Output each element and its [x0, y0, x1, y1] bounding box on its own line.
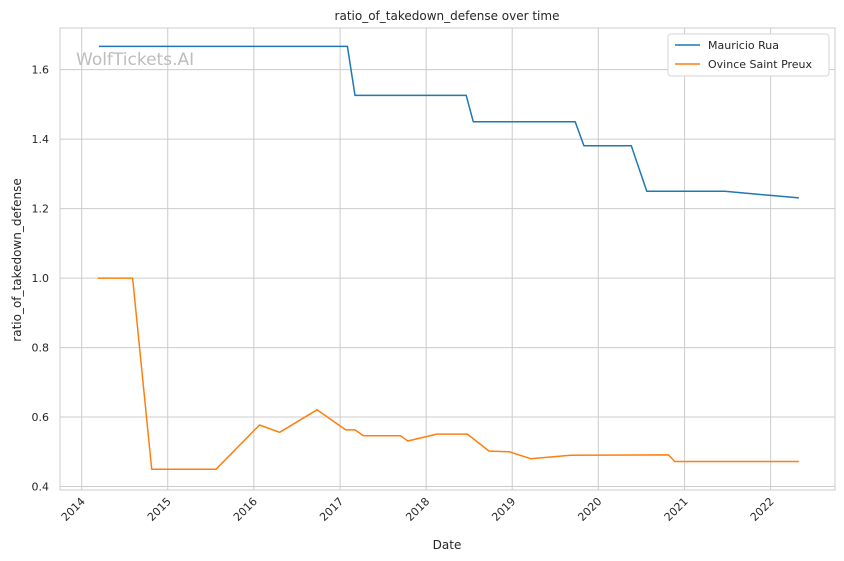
- x-tick-label: 2020: [575, 495, 604, 524]
- legend: Mauricio Rua Ovince Saint Preux: [667, 33, 830, 77]
- y-axis-title: ratio_of_takedown_defense: [10, 178, 24, 341]
- y-tick-label: 0.8: [32, 342, 50, 355]
- chart-title: ratio_of_takedown_defense over time: [335, 9, 560, 23]
- x-tick-label: 2015: [145, 495, 174, 524]
- y-tick-label: 0.4: [32, 481, 50, 494]
- legend-label-ovince-saint-preux: Ovince Saint Preux: [708, 58, 813, 71]
- x-tick-label: 2018: [403, 495, 432, 524]
- x-tick-label: 2019: [489, 495, 518, 524]
- plot-area: [59, 27, 836, 491]
- x-tick-label: 2016: [231, 495, 260, 524]
- x-tick-label: 2022: [748, 495, 777, 524]
- legend-label-mauricio-rua: Mauricio Rua: [708, 39, 779, 52]
- y-tick-label: 1.4: [32, 133, 50, 146]
- legend-box: [667, 33, 830, 77]
- x-tick-label: 2014: [59, 495, 88, 524]
- y-tick-labels: 0.4 0.6 0.8 1.0 1.2 1.4 1.6: [32, 64, 50, 494]
- series-line-mauricio-rua: [98, 45, 799, 199]
- y-tick-label: 0.6: [32, 411, 50, 424]
- watermark-text: WolfTickets.AI: [76, 50, 194, 70]
- y-tick-label: 1.2: [32, 203, 50, 216]
- x-tick-label: 2021: [662, 495, 691, 524]
- x-tick-label: 2017: [317, 495, 346, 524]
- series-line-ovince-saint-preux: [97, 277, 799, 470]
- x-tick-labels: 2014 2015 2016 2017 2018 2019 2020 2021 2022: [59, 495, 777, 524]
- y-tick-label: 1.6: [32, 64, 50, 77]
- grid-lines: [60, 28, 835, 490]
- y-tick-label: 1.0: [32, 272, 50, 285]
- series-lines: [97, 45, 799, 470]
- x-axis-title: Date: [433, 538, 462, 552]
